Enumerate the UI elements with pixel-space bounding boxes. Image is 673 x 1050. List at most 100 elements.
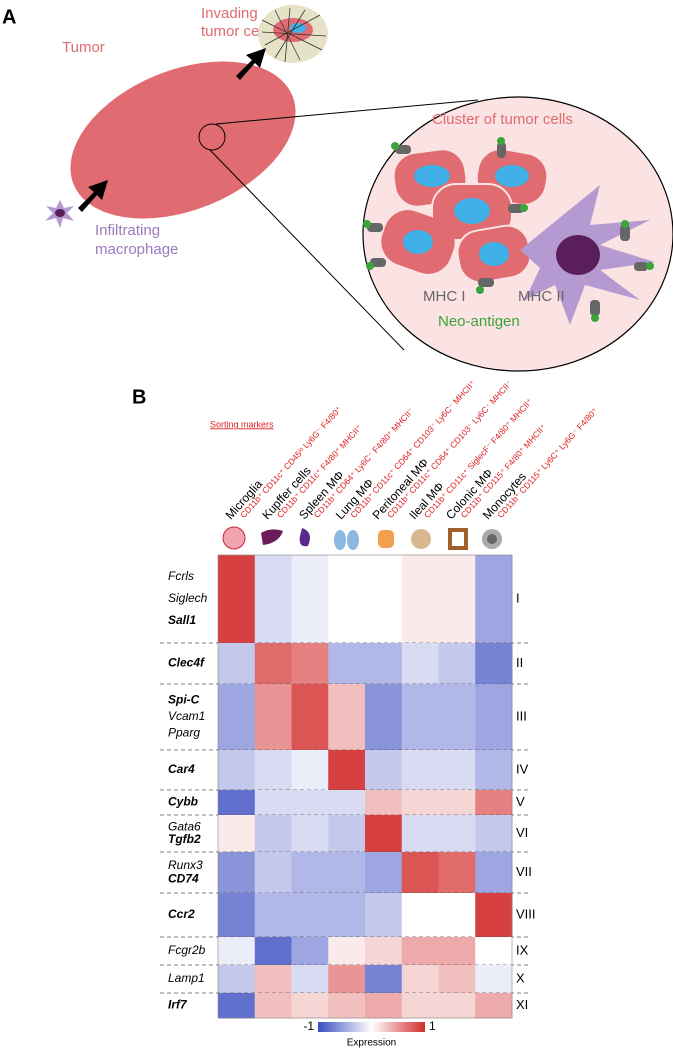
heatmap-cell [365, 555, 403, 644]
heatmap-cell [218, 790, 256, 816]
colorbar [318, 1022, 425, 1032]
gene-label: Fcgr2b [168, 943, 206, 957]
heatmap-cell [475, 937, 513, 966]
heatmap-cell [475, 852, 513, 894]
heatmap-cell [291, 993, 329, 1019]
heatmap-cell [475, 790, 513, 816]
gene-label: Sall1 [168, 613, 196, 627]
heatmap-cell [254, 965, 292, 994]
heatmap-cell [401, 555, 439, 644]
heatmap-cell [438, 643, 476, 685]
heatmap-cell [401, 790, 439, 816]
heatmap-cell [291, 790, 329, 816]
heatmap-cell [438, 555, 476, 644]
heatmap-cell [291, 937, 329, 966]
heatmap-cell [401, 993, 439, 1019]
heatmap-cell [365, 993, 403, 1019]
heatmap-cell [218, 965, 256, 994]
heatmap-cell [218, 555, 256, 644]
heatmap-cell [291, 750, 329, 791]
gene-label: Lamp1 [168, 971, 205, 985]
heatmap-cell [328, 937, 366, 966]
gene-label: Clec4f [168, 656, 205, 670]
heatmap-cell [291, 893, 329, 938]
infiltrating-label: Infiltrating [95, 222, 160, 239]
heatmap-cell [365, 893, 403, 938]
heatmap-cell [438, 750, 476, 791]
gene-label: Gata6 [168, 820, 201, 834]
heatmap-cell [438, 684, 476, 751]
gene-label: Irf7 [168, 998, 188, 1012]
colorbar-label: Expression [347, 1038, 396, 1049]
cluster-label: VII [516, 864, 532, 879]
heatmap-cell [328, 893, 366, 938]
neo-label: Neo-antigen [438, 313, 520, 330]
heatmap-cell [291, 555, 329, 644]
gene-label: Vcam1 [168, 709, 205, 723]
cluster-label: X [516, 970, 525, 985]
heatmap-cell [401, 893, 439, 938]
heatmap-cell [365, 750, 403, 791]
heatmap-cell [291, 965, 329, 994]
heatmap-cell [365, 643, 403, 685]
panel-label: B [132, 386, 146, 408]
heatmap-cell [291, 684, 329, 751]
heatmap-cell [218, 937, 256, 966]
heatmap-cell [438, 815, 476, 853]
heatmap-cell [291, 643, 329, 685]
cluster-label: Cluster of tumor cells [432, 111, 573, 128]
heatmap-cell [475, 965, 513, 994]
heatmap-cell [254, 684, 292, 751]
heatmap-cell [475, 993, 513, 1019]
heatmap-cell [254, 555, 292, 644]
heatmap-cell [401, 852, 439, 894]
heatmap-cell [254, 790, 292, 816]
heatmap-cell [218, 750, 256, 791]
heatmap-cell [328, 555, 366, 644]
heatmap-cell [365, 684, 403, 751]
heatmap-cell [254, 993, 292, 1019]
heatmap-cell [218, 684, 256, 751]
heatmap-cell [438, 993, 476, 1019]
heatmap-cell [401, 815, 439, 853]
heatmap-cell [218, 893, 256, 938]
heatmap-cell [438, 965, 476, 994]
gene-label: Tgfb2 [168, 832, 201, 846]
heatmap-cell [475, 643, 513, 685]
heatmap-cell [401, 937, 439, 966]
cluster-label: III [516, 708, 527, 723]
heatmap-cell [475, 750, 513, 791]
mhc2-label: MHC II [518, 288, 565, 305]
macrophage [520, 185, 655, 325]
heatmap-cell [401, 643, 439, 685]
heatmap-cell [328, 750, 366, 791]
zoom-line [209, 149, 405, 351]
cluster-label: VIII [516, 906, 536, 921]
infiltrating-label: macrophage [95, 241, 178, 258]
heatmap-cell [438, 937, 476, 966]
heatmap-cell [291, 852, 329, 894]
heatmap-cell [438, 893, 476, 938]
heatmap-cell [365, 965, 403, 994]
heatmap-frame [217, 554, 513, 1019]
heatmap-cell [475, 555, 513, 644]
sorting-label: Sorting markers [210, 419, 274, 429]
cluster-label: IV [516, 761, 529, 776]
neo-antigens [363, 137, 654, 322]
gene-label: Siglech [168, 591, 208, 605]
heatmap-cell [401, 750, 439, 791]
mhc1-label: MHC I [423, 288, 466, 305]
heatmap-cell [254, 893, 292, 938]
heatmap-cell [365, 852, 403, 894]
heatmap-cell [328, 815, 366, 853]
cluster-label: VI [516, 825, 528, 840]
cluster-label: IX [516, 942, 529, 957]
heatmap-cell [365, 937, 403, 966]
invading-label: Invading [201, 5, 258, 22]
heatmap-cell [328, 790, 366, 816]
tumor-label: Tumor [62, 39, 105, 56]
gene-label: Car4 [168, 762, 195, 776]
nucleus [290, 23, 306, 33]
mhc-molecules [367, 142, 648, 316]
cluster-label: V [516, 794, 525, 809]
